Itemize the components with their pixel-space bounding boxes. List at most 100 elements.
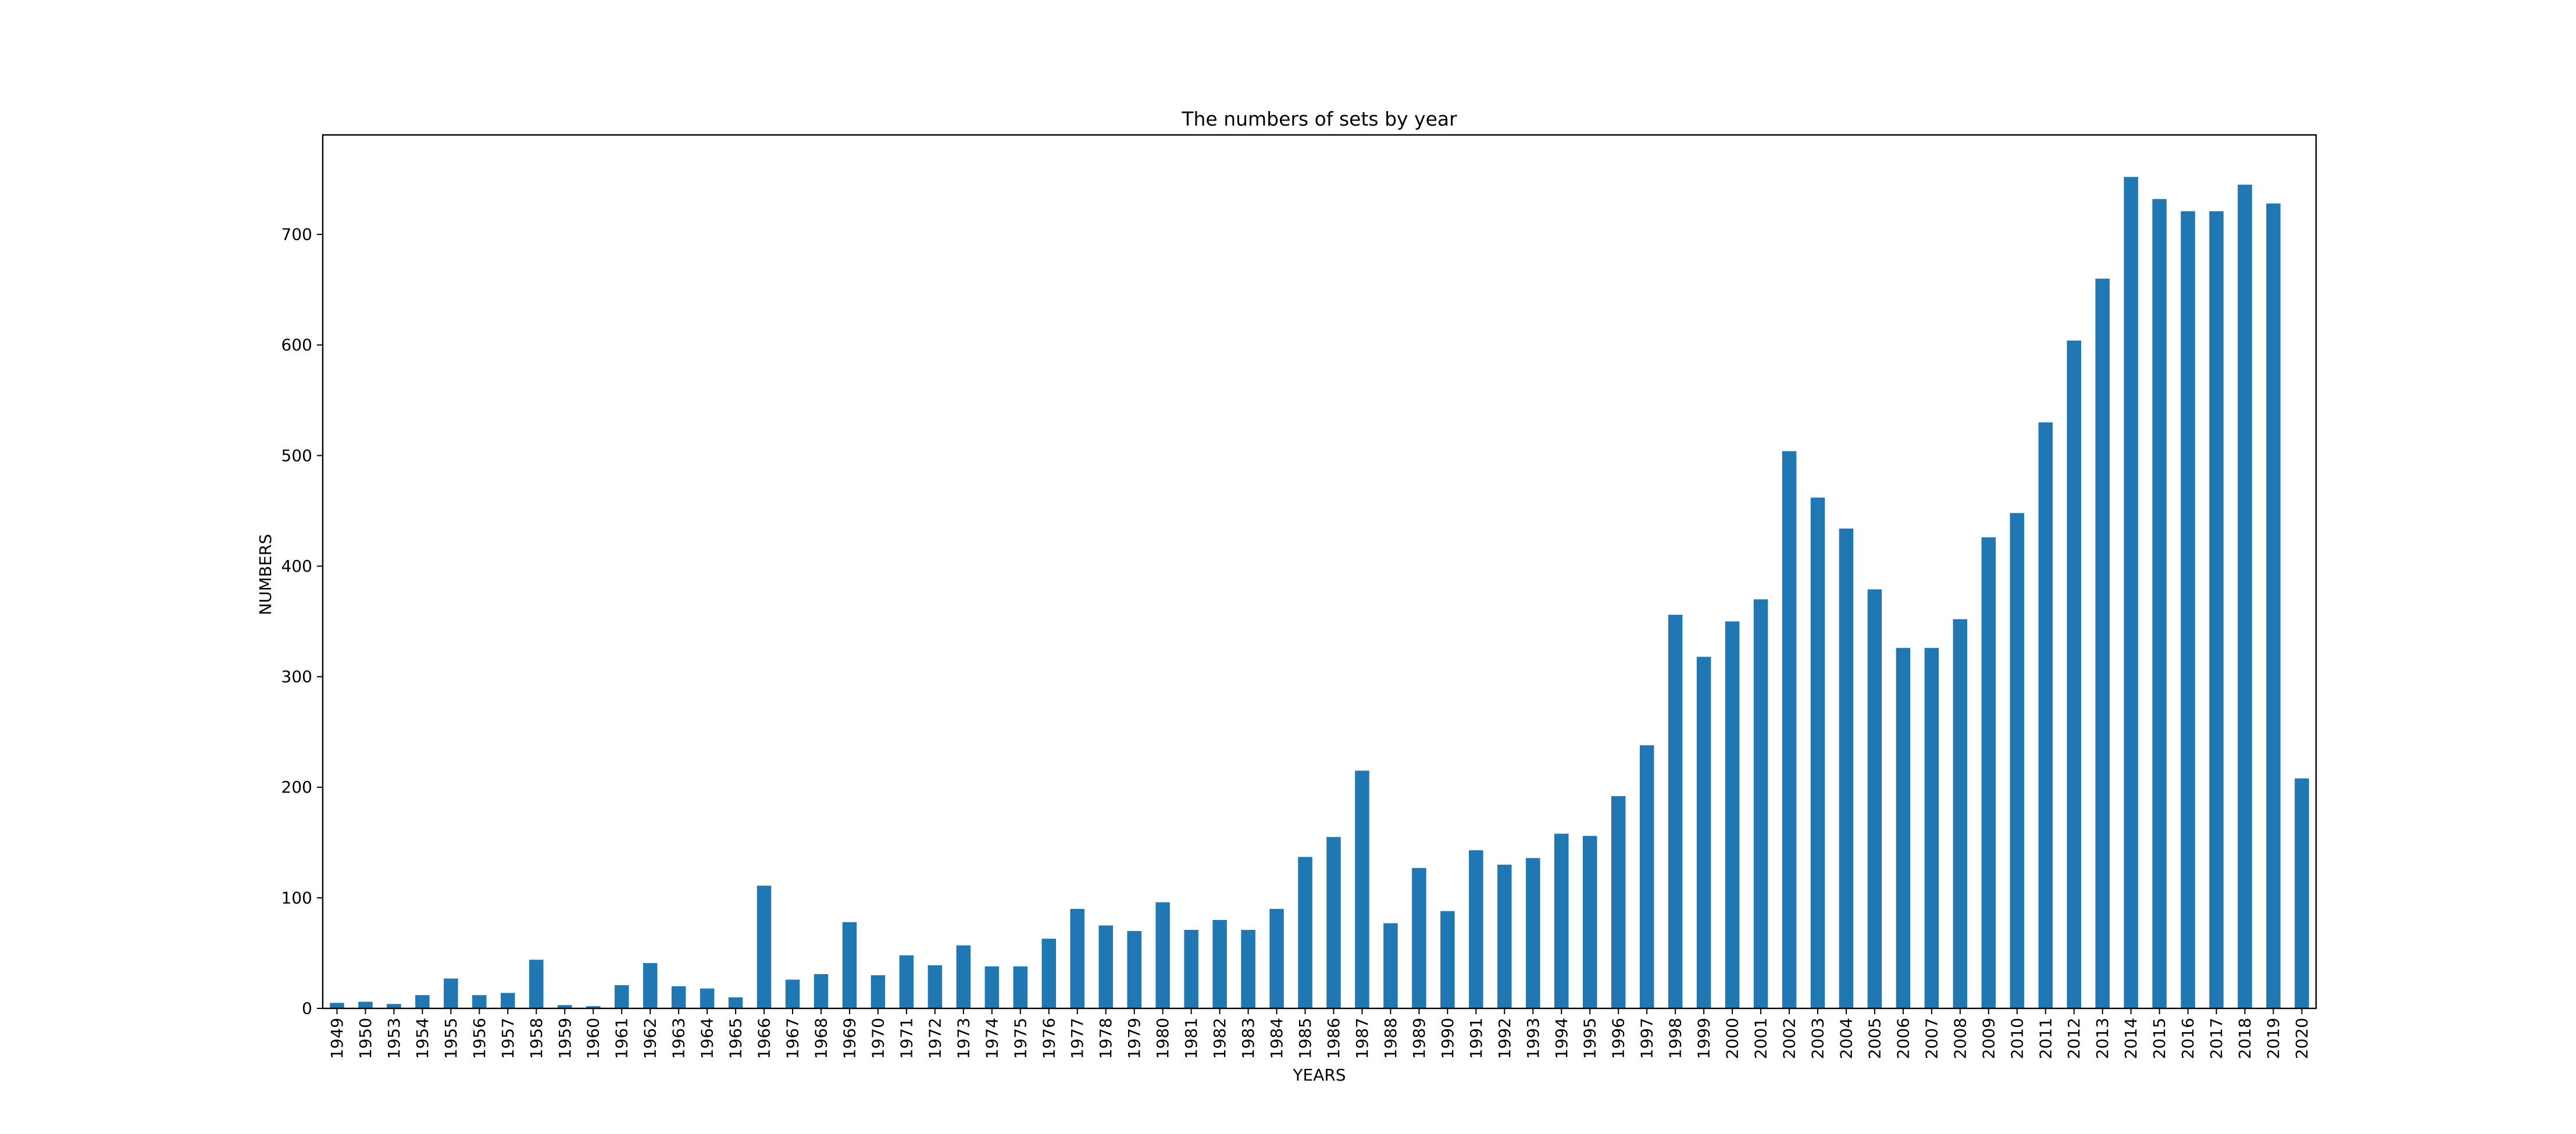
- bar-2003: [1810, 497, 1825, 1008]
- bar-1962: [643, 963, 658, 1008]
- x-tick-label-1958: 1958: [527, 1018, 546, 1059]
- x-tick-label-1992: 1992: [1495, 1018, 1514, 1059]
- bar-1958: [529, 960, 544, 1008]
- bar-1978: [1098, 925, 1113, 1008]
- bar-2004: [1839, 528, 1854, 1008]
- bar-1957: [501, 993, 515, 1008]
- x-axis: 1949 1950 1953 1954 1955 1956 1957 1958 1959 1960…: [327, 1008, 2311, 1059]
- x-tick-label-1998: 1998: [1666, 1018, 1685, 1059]
- x-tick-label-2003: 2003: [1808, 1018, 1828, 1059]
- x-tick-label-1993: 1993: [1524, 1018, 1543, 1059]
- y-tick-label-100: 100: [281, 888, 312, 907]
- x-tick-label-2008: 2008: [1950, 1018, 1970, 1059]
- x-tick-label-1962: 1962: [641, 1018, 660, 1059]
- x-tick-label-1967: 1967: [783, 1018, 802, 1059]
- x-tick-label-1960: 1960: [584, 1018, 603, 1059]
- x-tick-label-1985: 1985: [1296, 1018, 1315, 1059]
- x-tick-label-1988: 1988: [1381, 1018, 1400, 1059]
- bar-1966: [757, 885, 772, 1008]
- bar-1967: [785, 979, 800, 1008]
- x-tick-label-2012: 2012: [2064, 1018, 2083, 1059]
- bar-1965: [728, 997, 743, 1008]
- bar-1999: [1696, 657, 1711, 1008]
- y-tick-label-600: 600: [281, 336, 312, 355]
- bar-2020: [2295, 778, 2309, 1008]
- x-tick-label-1968: 1968: [812, 1018, 831, 1059]
- x-tick-label-2001: 2001: [1751, 1018, 1771, 1059]
- bar-1985: [1298, 857, 1312, 1008]
- bar-1950: [358, 1001, 373, 1008]
- bar-1995: [1582, 836, 1597, 1008]
- x-tick-label-2002: 2002: [1780, 1018, 1799, 1059]
- bar-1979: [1127, 930, 1141, 1008]
- x-tick-label-2010: 2010: [2007, 1018, 2026, 1059]
- bar-1972: [927, 965, 943, 1008]
- x-tick-label-1956: 1956: [470, 1018, 489, 1059]
- bar-1970: [870, 975, 886, 1008]
- bar-1971: [899, 955, 914, 1008]
- bar-2018: [2238, 184, 2252, 1008]
- y-axis-label: NUMBERS: [256, 534, 275, 615]
- x-tick-label-2018: 2018: [2235, 1018, 2254, 1059]
- x-tick-label-1991: 1991: [1467, 1018, 1486, 1059]
- bar-1953: [387, 1004, 401, 1008]
- bar-1955: [444, 978, 458, 1008]
- x-tick-label-1949: 1949: [327, 1018, 347, 1059]
- bar-1994: [1554, 833, 1569, 1008]
- bar-1956: [472, 995, 487, 1008]
- x-tick-label-1982: 1982: [1210, 1018, 1229, 1059]
- bar-2019: [2266, 203, 2281, 1008]
- bar-1969: [842, 922, 857, 1008]
- bar-1960: [586, 1006, 601, 1008]
- x-tick-label-1964: 1964: [698, 1018, 717, 1059]
- bar-1949: [330, 1003, 344, 1008]
- bar-1988: [1383, 923, 1398, 1008]
- bar-1961: [614, 985, 629, 1008]
- bar-1998: [1668, 615, 1683, 1008]
- bar-1975: [1013, 966, 1028, 1008]
- x-tick-label-2016: 2016: [2178, 1018, 2197, 1059]
- bar-1996: [1611, 796, 1626, 1008]
- bar-1992: [1497, 864, 1512, 1008]
- x-tick-label-2000: 2000: [1723, 1018, 1742, 1059]
- y-tick-label-400: 400: [281, 557, 312, 576]
- bar-2000: [1725, 621, 1740, 1008]
- bar-1959: [558, 1005, 572, 1008]
- bar-1984: [1269, 908, 1284, 1008]
- bar-1974: [984, 966, 1000, 1008]
- x-tick-label-1987: 1987: [1353, 1018, 1372, 1059]
- bar-2006: [1896, 648, 1911, 1008]
- y-tick-label-0: 0: [302, 999, 312, 1018]
- x-tick-label-2019: 2019: [2264, 1018, 2283, 1059]
- x-tick-label-2004: 2004: [1836, 1018, 1856, 1059]
- y-tick-label-500: 500: [281, 446, 312, 465]
- bar-2008: [1953, 619, 1968, 1008]
- x-tick-label-1975: 1975: [1011, 1018, 1030, 1059]
- x-tick-label-1955: 1955: [441, 1018, 461, 1059]
- bar-1964: [700, 988, 715, 1008]
- x-tick-label-1990: 1990: [1438, 1018, 1457, 1059]
- x-axis-label: YEARS: [1292, 1065, 1346, 1085]
- bar-2002: [1782, 451, 1797, 1008]
- x-tick-label-1976: 1976: [1039, 1018, 1058, 1059]
- bar-2005: [1867, 589, 1882, 1008]
- x-tick-label-1989: 1989: [1410, 1018, 1429, 1059]
- bar-2016: [2181, 211, 2195, 1009]
- bar-2001: [1753, 599, 1768, 1008]
- x-tick-label-1984: 1984: [1267, 1018, 1286, 1059]
- bar-1977: [1070, 908, 1084, 1008]
- bar-2011: [2038, 422, 2053, 1008]
- bar-2012: [2067, 340, 2081, 1008]
- x-tick-label-1961: 1961: [612, 1018, 631, 1059]
- x-tick-label-1969: 1969: [840, 1018, 859, 1059]
- y-tick-label-200: 200: [281, 778, 312, 797]
- x-tick-label-1963: 1963: [669, 1018, 688, 1059]
- x-tick-label-1971: 1971: [897, 1018, 916, 1059]
- bar-2010: [2010, 513, 2025, 1008]
- x-tick-label-1957: 1957: [498, 1018, 518, 1059]
- x-tick-label-1966: 1966: [755, 1018, 774, 1059]
- bar-1989: [1412, 868, 1426, 1008]
- x-tick-label-1995: 1995: [1580, 1018, 1600, 1059]
- x-tick-label-2006: 2006: [1893, 1018, 1913, 1059]
- x-tick-label-2020: 2020: [2292, 1018, 2311, 1059]
